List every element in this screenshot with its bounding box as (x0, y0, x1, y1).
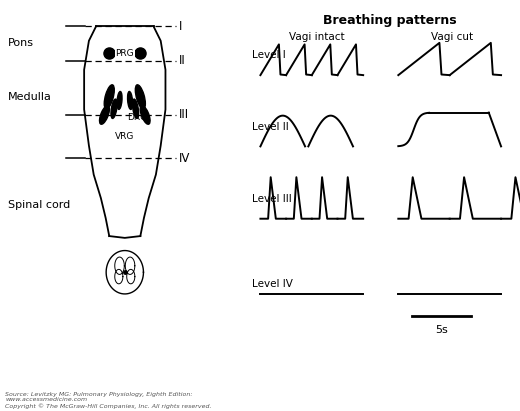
Ellipse shape (127, 92, 133, 109)
Ellipse shape (104, 85, 114, 109)
Text: DRG: DRG (127, 113, 147, 122)
Text: Spinal cord: Spinal cord (8, 200, 70, 210)
Text: IV: IV (179, 152, 190, 165)
Text: Source: Levitzky MG: Pulmonary Physiology, Eighth Edition:
www.accessmedicine.co: Source: Levitzky MG: Pulmonary Physiolog… (5, 392, 212, 409)
Ellipse shape (133, 99, 139, 118)
Text: Vagi intact: Vagi intact (290, 32, 345, 42)
Text: PRG: PRG (115, 49, 134, 58)
Text: I: I (179, 20, 182, 33)
Ellipse shape (99, 106, 109, 124)
Text: Level IV: Level IV (252, 279, 293, 289)
Text: Level III: Level III (252, 194, 292, 205)
Ellipse shape (117, 92, 122, 109)
Ellipse shape (140, 106, 150, 124)
Ellipse shape (135, 85, 146, 109)
Text: Level II: Level II (252, 122, 289, 132)
Text: Level I: Level I (252, 50, 286, 60)
Text: III: III (179, 109, 189, 121)
Text: VRG: VRG (115, 132, 135, 141)
Text: Pons: Pons (8, 37, 34, 48)
Text: 5s: 5s (435, 325, 448, 335)
Text: II: II (179, 54, 185, 67)
Ellipse shape (111, 99, 117, 118)
Text: Vagi cut: Vagi cut (431, 32, 474, 42)
Text: Medulla: Medulla (8, 92, 51, 102)
Text: Breathing patterns: Breathing patterns (323, 14, 457, 27)
